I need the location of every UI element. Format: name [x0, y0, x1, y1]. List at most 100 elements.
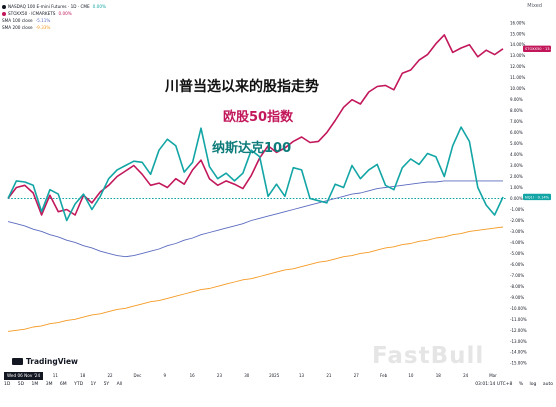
- range-5d-button[interactable]: 5D: [17, 382, 25, 387]
- ndx-last-badge: NQ1! · 0.14%: [525, 195, 550, 199]
- x-tick-label: 9: [163, 373, 166, 378]
- x-tick-label: Mar: [489, 373, 497, 378]
- y-tick-label: -6.00%: [510, 262, 524, 267]
- x-tick-label: 18: [80, 373, 86, 378]
- x-tick-label: Feb: [380, 373, 388, 378]
- x-tick-label: 21: [326, 373, 332, 378]
- y-tick-label: -8.00%: [510, 284, 524, 289]
- range-3m-button[interactable]: 3M: [45, 382, 53, 387]
- y-tick-label: -11.00%: [510, 317, 527, 322]
- legend-symbol-stoxx: STOXX50 · ICMARKETS: [8, 11, 56, 16]
- y-tick-label: 13.00%: [510, 53, 525, 58]
- y-tick-label: -4.00%: [510, 240, 524, 245]
- ndx-line: [7, 126, 504, 222]
- range-1d-button[interactable]: 1D: [4, 382, 11, 387]
- tradingview-logo[interactable]: TradingView: [12, 357, 78, 366]
- x-tick-label: 23: [217, 373, 223, 378]
- overlay-title: 川普当选以来的股指走势: [165, 79, 319, 95]
- legend-value-sma100: -5.11%: [35, 18, 51, 23]
- y-tick-label: -14.00%: [510, 350, 527, 355]
- log-toggle[interactable]: log: [529, 382, 537, 387]
- tradingview-logo-icon: [12, 358, 23, 365]
- percent-toggle[interactable]: %: [518, 382, 524, 387]
- y-tick-label: -1.00%: [510, 207, 524, 212]
- y-tick-label: 12.00%: [510, 64, 525, 69]
- y-tick-label: 6.00%: [510, 130, 523, 135]
- scale-mode-label[interactable]: Mixed: [527, 3, 542, 9]
- range-5y-button[interactable]: 5Y: [103, 382, 110, 387]
- stoxx-line: [7, 34, 504, 216]
- legend-value-stoxx: 0.00%: [58, 11, 72, 16]
- y-tick-label: 11.00%: [510, 75, 525, 80]
- watermark: FastBull: [372, 343, 485, 369]
- legend-row-ndx[interactable]: NASDAQ 100 E-mini Futures · 1D · CME 0.00…: [2, 4, 106, 9]
- y-tick-label: 4.00%: [510, 152, 523, 157]
- range-ytd-button[interactable]: YTD: [74, 382, 84, 387]
- sma100-line: [7, 180, 503, 258]
- y-tick-label: 3.00%: [510, 163, 523, 168]
- x-tick-label: 16: [190, 373, 196, 378]
- range-1y-button[interactable]: 1Y: [90, 382, 97, 387]
- y-tick-label: -12.00%: [510, 328, 527, 333]
- sma200-line: [7, 226, 504, 332]
- x-tick-label: 18: [436, 373, 442, 378]
- y-tick-label: -3.00%: [510, 229, 524, 234]
- overlay-label-ndx: 纳斯达克100: [212, 141, 292, 156]
- y-tick-label: 2.00%: [510, 174, 523, 179]
- x-tick-label: 27: [354, 373, 360, 378]
- y-tick-label: -15.00%: [510, 361, 527, 366]
- y-tick-label: 9.00%: [510, 97, 523, 102]
- y-tick-label: -9.00%: [510, 295, 524, 300]
- overlay-label-stoxx: 欧股50指数: [223, 110, 294, 125]
- y-tick-label: -2.00%: [510, 218, 524, 223]
- ndx-last-badge-bg: [523, 193, 551, 201]
- y-tick-label: -10.00%: [510, 306, 527, 311]
- y-axis: 16.00% 15.00% 14.00% 13.00% 12.00% 11.00% 10.0…: [510, 20, 527, 365]
- x-tick-label: Dec: [134, 373, 142, 378]
- y-tick-label: -5.00%: [510, 251, 524, 256]
- y-tick-label: 8.00%: [510, 108, 523, 113]
- y-tick-label: 1.00%: [510, 185, 523, 190]
- legend-value-ndx: 0.00%: [92, 4, 106, 9]
- range-1m-button[interactable]: 1M: [31, 382, 39, 387]
- y-tick-label: 14.00%: [510, 42, 525, 47]
- series-lines: STOXX50 · 13.63% NQ1! · 0.14%: [7, 34, 556, 332]
- legend-symbol-sma100: SMA 100 close: [2, 18, 33, 23]
- x-tick-label: 13: [299, 373, 305, 378]
- legend-symbol-ndx: NASDAQ 100 E-mini Futures · 1D · CME: [8, 4, 90, 9]
- legend-row-sma100[interactable]: SMA 100 close -5.11%: [2, 18, 50, 23]
- x-tick-label: 24: [463, 373, 469, 378]
- auto-toggle[interactable]: auto: [542, 382, 553, 387]
- legend-value-sma200: -9.33%: [35, 25, 51, 30]
- status-bar: 03:01:14 UTC+8 % log auto: [470, 382, 553, 387]
- y-tick-label: 5.00%: [510, 141, 523, 146]
- legend-row-stoxx[interactable]: STOXX50 · ICMARKETS 0.00%: [2, 11, 72, 16]
- x-axis: Nov111822Dec91623302025132127Feb101824Ma…: [24, 373, 497, 378]
- y-tick-label: 15.00%: [510, 31, 525, 36]
- tradingview-logo-text: TradingView: [26, 357, 78, 366]
- y-tick-label: -7.00%: [510, 273, 524, 278]
- y-tick-label: 0.00%: [510, 196, 523, 201]
- y-tick-label: 10.00%: [510, 86, 525, 91]
- x-tick-label: 11: [53, 373, 59, 378]
- range-6m-button[interactable]: 6M: [59, 382, 67, 387]
- stoxx-last-badge-bg: [523, 45, 551, 53]
- x-tick-label: 2025: [269, 373, 280, 378]
- legend-dot-ndx: [2, 5, 6, 9]
- x-tick-label: 10: [408, 373, 414, 378]
- legend-row-sma200[interactable]: SMA 200 close -9.33%: [2, 25, 50, 30]
- clock-readout: 03:01:14 UTC+8: [475, 382, 513, 387]
- crosshair-date-badge: Wed 06 Nov '24: [4, 372, 44, 380]
- range-all-button[interactable]: All: [116, 382, 123, 387]
- y-tick-label: 16.00%: [510, 20, 525, 25]
- y-tick-label: -13.00%: [510, 339, 527, 344]
- stoxx-last-badge: STOXX50 · 13.63%: [525, 47, 556, 51]
- x-tick-label: 30: [244, 373, 250, 378]
- legend-symbol-sma200: SMA 200 close: [2, 25, 33, 30]
- x-tick-label: 22: [108, 373, 114, 378]
- range-toolbar: 1D 5D 1M 3M 6M YTD 1Y 5Y All: [4, 382, 128, 387]
- legend-dot-stoxx: [2, 12, 6, 16]
- y-tick-label: 7.00%: [510, 119, 523, 124]
